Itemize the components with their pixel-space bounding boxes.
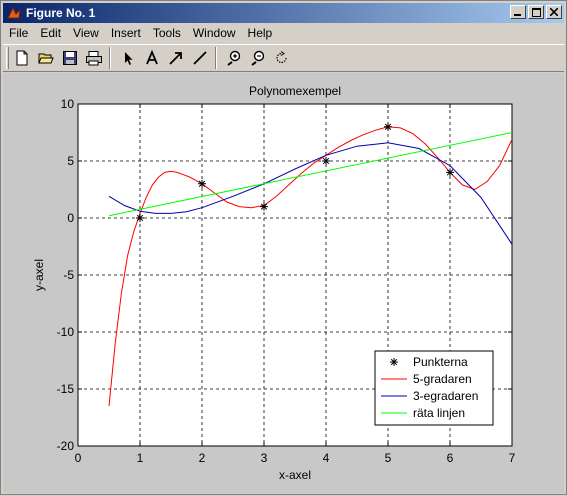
toolbar xyxy=(3,44,564,72)
series-line xyxy=(108,132,513,217)
menu-help[interactable]: Help xyxy=(247,25,273,40)
menu-tools[interactable]: Tools xyxy=(152,25,181,40)
legend-label: 3-egradaren xyxy=(413,389,478,403)
y-tick-label: -20 xyxy=(57,439,75,453)
zoom-out-button[interactable] xyxy=(247,47,269,69)
open-button[interactable] xyxy=(35,47,57,69)
minimize-button[interactable] xyxy=(510,5,526,19)
menu-bar: File Edit View Insert Tools Window Help xyxy=(3,23,564,42)
legend[interactable]: Punkterna 5-gradaren 3-egradaren räta linje… xyxy=(374,350,494,426)
x-tick-label: 3 xyxy=(261,451,268,465)
menu-file[interactable]: File xyxy=(9,25,29,40)
chart-title: Polynomexempel xyxy=(249,84,341,98)
x-tick-label: 6 xyxy=(447,451,454,465)
menu-window[interactable]: Window xyxy=(192,25,236,40)
matlab-icon xyxy=(7,6,21,19)
zoom-out-icon xyxy=(251,50,265,66)
y-tick-label: 0 xyxy=(67,211,74,225)
select-arrow-icon xyxy=(125,52,133,65)
menu-view[interactable]: View xyxy=(73,25,99,40)
y-tick-label: 5 xyxy=(67,154,74,168)
insert-line-icon xyxy=(193,51,207,65)
insert-line-button[interactable] xyxy=(189,47,211,69)
insert-text-icon xyxy=(146,50,158,65)
insert-arrow-button[interactable] xyxy=(165,47,187,69)
legend-label: Punkterna xyxy=(413,355,468,369)
data-point-marker xyxy=(260,202,268,211)
zoom-in-icon xyxy=(227,50,241,66)
open-folder-icon xyxy=(38,53,54,64)
x-axis-label: x-axel xyxy=(279,468,311,482)
insert-text-button[interactable] xyxy=(141,47,163,69)
rotate-button[interactable] xyxy=(271,47,293,69)
x-tick-label: 4 xyxy=(323,451,330,465)
print-icon xyxy=(86,51,102,66)
figure-area: 0 1 2 3 4 5 6 7 -20 -15 -10 -5 0 5 10 Polynomexempel x… xyxy=(3,73,564,493)
new-file-button[interactable] xyxy=(11,47,33,69)
y-tick-label: -15 xyxy=(57,382,75,396)
legend-marker xyxy=(390,358,398,366)
legend-label: 5-gradaren xyxy=(413,372,472,386)
toolbar-grip[interactable] xyxy=(6,47,9,69)
legend-label: räta linjen xyxy=(413,406,465,420)
y-tick-label: -10 xyxy=(57,325,75,339)
x-tick-label: 7 xyxy=(509,451,516,465)
rotate-icon xyxy=(276,51,287,64)
data-points xyxy=(136,122,454,222)
toolbar-separator xyxy=(215,47,217,69)
x-tick-label: 0 xyxy=(75,451,82,465)
maximize-button[interactable] xyxy=(528,5,544,19)
window-title: Figure No. 1 xyxy=(26,6,96,20)
minimize-icon xyxy=(514,14,521,16)
data-point-marker xyxy=(136,214,144,222)
y-tick-label: -5 xyxy=(63,268,74,282)
menu-insert[interactable]: Insert xyxy=(110,25,141,40)
maximize-icon xyxy=(531,7,541,17)
plot-canvas[interactable]: 0 1 2 3 4 5 6 7 -20 -15 -10 -5 0 5 10 Polynomexempel x… xyxy=(3,73,564,493)
data-point-marker xyxy=(198,179,206,188)
y-tick-label: 10 xyxy=(61,97,75,111)
x-tick-label: 1 xyxy=(137,451,144,465)
x-tick-label: 5 xyxy=(385,451,392,465)
data-point-marker xyxy=(384,122,392,131)
close-icon xyxy=(550,8,558,16)
print-button[interactable] xyxy=(83,47,105,69)
save-button[interactable] xyxy=(59,47,81,69)
tick-labels: 0 1 2 3 4 5 6 7 -20 -15 -10 -5 0 5 10 xyxy=(57,97,516,465)
insert-arrow-icon xyxy=(169,52,182,65)
close-button[interactable] xyxy=(546,5,562,19)
save-icon xyxy=(63,51,77,65)
y-axis-label: y-axel xyxy=(32,259,46,291)
x-tick-label: 2 xyxy=(199,451,206,465)
data-point-marker xyxy=(322,157,330,165)
select-button[interactable] xyxy=(117,47,139,69)
menu-edit[interactable]: Edit xyxy=(40,25,62,40)
new-file-icon xyxy=(16,50,28,66)
toolbar-separator xyxy=(109,47,111,69)
title-bar: Figure No. 1 xyxy=(3,3,564,23)
zoom-in-button[interactable] xyxy=(223,47,245,69)
data-point-marker xyxy=(446,168,454,177)
